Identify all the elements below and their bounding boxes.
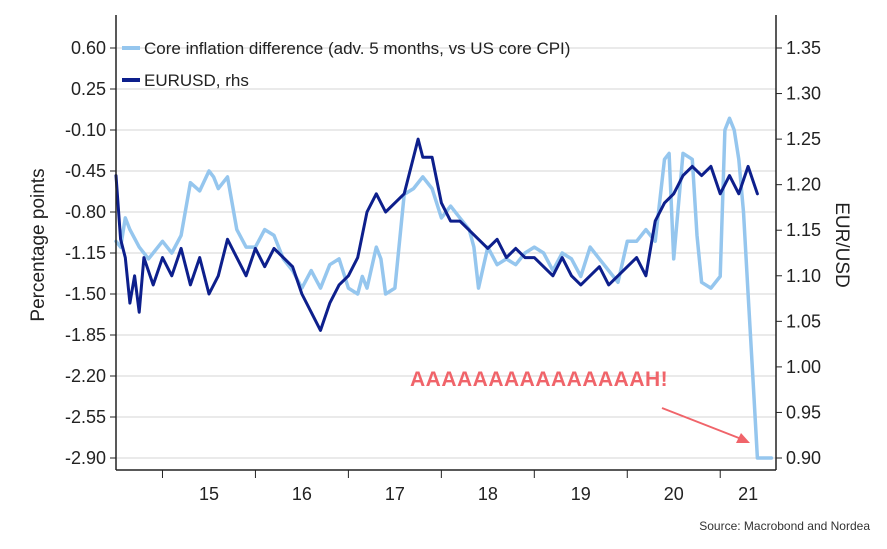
left-tick-label: -0.45 <box>65 161 106 181</box>
x-tick-label: 18 <box>478 484 498 504</box>
left-tick-label: 0.25 <box>71 79 106 99</box>
right-tick-label: 1.00 <box>786 357 821 377</box>
left-tick-label: -0.10 <box>65 120 106 140</box>
right-tick-label: 0.95 <box>786 402 821 422</box>
right-tick-label: 1.35 <box>786 38 821 58</box>
x-tick-label: 16 <box>292 484 312 504</box>
right-tick-label: 1.25 <box>786 129 821 149</box>
left-tick-label: -1.85 <box>65 325 106 345</box>
legend-label-eurusd: EURUSD, rhs <box>144 71 249 90</box>
right-tick-label: 1.15 <box>786 220 821 240</box>
source-note: Source: Macrobond and Nordea <box>699 519 870 533</box>
left-tick-label: -1.15 <box>65 243 106 263</box>
annotation-arrow <box>661 407 750 443</box>
left-tick-label: -2.20 <box>65 366 106 386</box>
right-tick-label: 0.90 <box>786 448 821 468</box>
core-inflation-line <box>114 116 774 460</box>
right-tick-label: 1.30 <box>786 84 821 104</box>
gridlines <box>116 47 776 459</box>
legend-label-core: Core inflation difference (adv. 5 months… <box>144 39 570 58</box>
eurusd-line <box>114 137 759 332</box>
left-tick-label: 0.60 <box>71 38 106 58</box>
right-tick-label: 1.10 <box>786 266 821 286</box>
right-axis-title: EUR/USD <box>831 202 852 288</box>
x-tick-label: 21 <box>738 484 758 504</box>
left-axis-title: Percentage points <box>28 168 49 321</box>
legend: Core inflation difference (adv. 5 months… <box>122 39 570 90</box>
x-tick-label: 15 <box>199 484 219 504</box>
core-inflation-series <box>114 116 774 460</box>
eurusd-series <box>114 137 759 332</box>
right-tick-label: 1.20 <box>786 175 821 195</box>
left-tick-label: -2.55 <box>65 407 106 427</box>
x-tick-label: 19 <box>571 484 591 504</box>
left-tick-label: -0.80 <box>65 202 106 222</box>
x-axis-ticks: 15 16 17 18 19 20 21 <box>161 470 758 504</box>
axes <box>115 15 777 471</box>
right-axis-ticks: 1.35 1.30 1.25 1.20 1.15 1.10 1.05 1.00 0.95 0.90 <box>776 38 821 468</box>
x-tick-label: 17 <box>385 484 405 504</box>
left-axis-ticks: 0.60 0.25 -0.10 -0.45 -0.80 -1.15 -1.50 -1.85 -2… <box>65 38 116 468</box>
annotation-text: AAAAAAAAAAAAAAAH! <box>410 368 668 391</box>
right-tick-label: 1.05 <box>786 311 821 331</box>
x-tick-label: 20 <box>664 484 684 504</box>
left-tick-label: -2.90 <box>65 448 106 468</box>
left-tick-label: -1.50 <box>65 284 106 304</box>
